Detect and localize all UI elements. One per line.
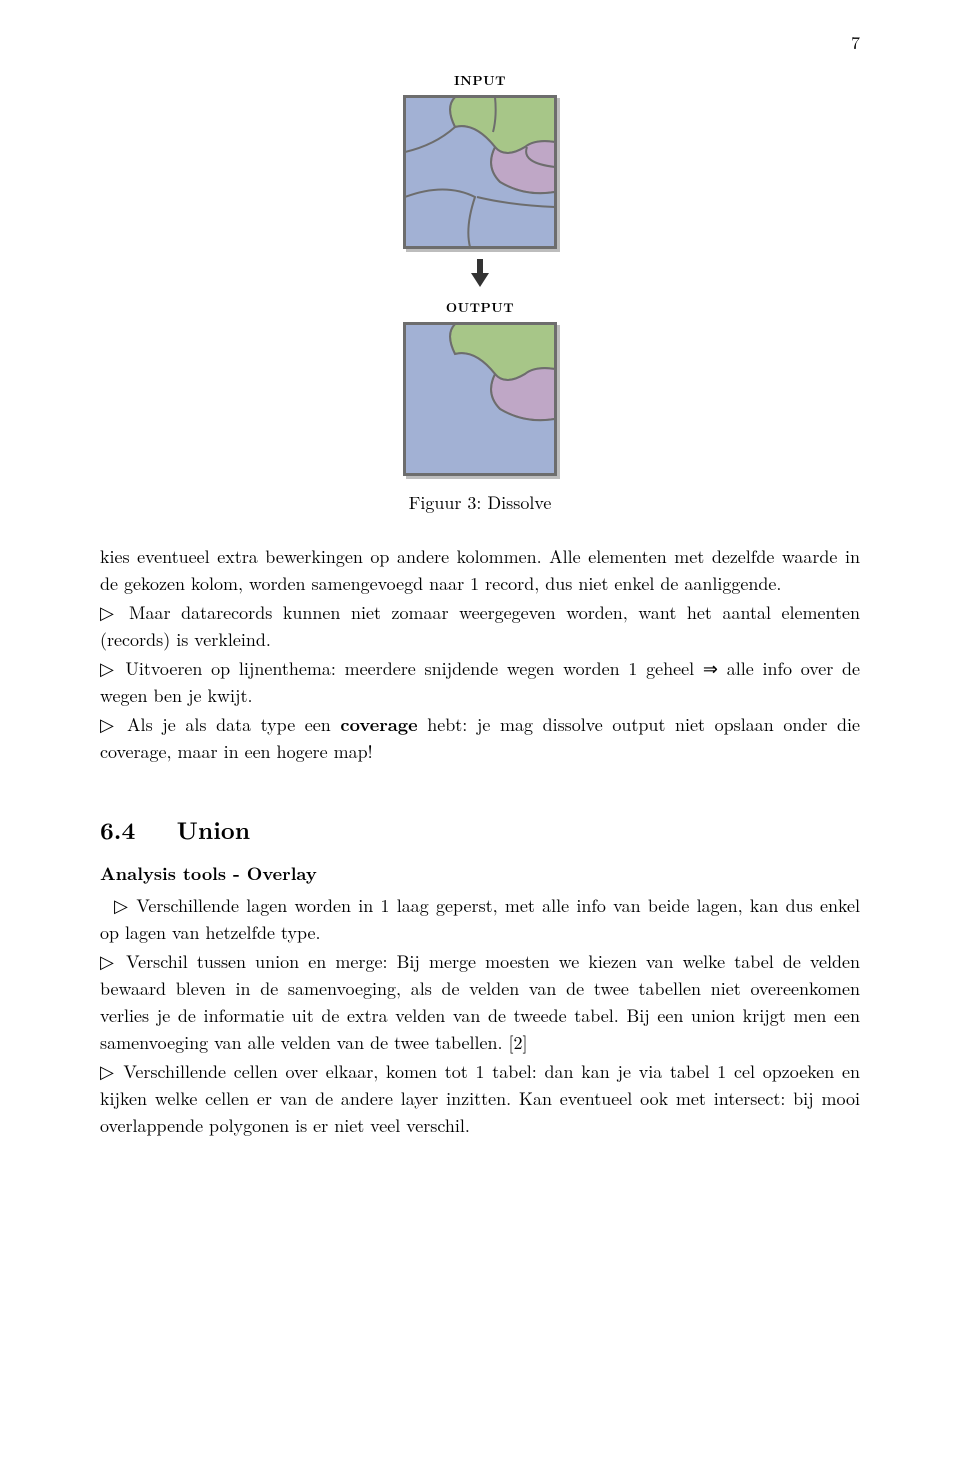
- figure-dissolve: INPUT OUTPUT: [100, 70, 860, 515]
- page-number: 7: [851, 30, 860, 55]
- dissolve-continuation-text: kies eventueel extra bewerkingen op ande…: [100, 543, 860, 597]
- figure-input-label: INPUT: [100, 70, 860, 89]
- dissolve-bullet-4-pre: ▷ Als je als data type een: [100, 712, 340, 737]
- dissolve-paragraph-block: kies eventueel extra bewerkingen op ande…: [100, 543, 860, 765]
- section-heading-union: 6.4 Union: [100, 813, 860, 847]
- dissolve-input-svg: [405, 97, 555, 247]
- dissolve-bullet-2: ▷ Maar datarecords kunnen niet zomaar we…: [100, 599, 860, 653]
- figure-input-tile: [403, 95, 557, 249]
- union-bullet-3: ▷ Verschillende cellen over elkaar, kome…: [100, 1058, 860, 1139]
- union-paragraph-block: ▷ Verschillende lagen worden in 1 laag g…: [100, 892, 860, 1139]
- dissolve-bullet-4: ▷ Als je als data type een coverage hebt…: [100, 711, 860, 765]
- coverage-keyword: coverage: [340, 712, 417, 737]
- union-bullet-2: ▷ Verschil tussen union en merge: Bij me…: [100, 948, 860, 1056]
- page-container: 7 INPUT OUTPUT: [0, 0, 960, 1469]
- subheading-analysis-tools: Analysis tools - Overlay: [100, 861, 860, 886]
- section-title: Union: [177, 813, 250, 847]
- figure-caption: Figuur 3: Dissolve: [100, 490, 860, 515]
- figure-output-label: OUTPUT: [100, 297, 860, 316]
- union-bullet-1: ▷ Verschillende lagen worden in 1 laag g…: [100, 892, 860, 946]
- figure-output-tile: [403, 322, 557, 476]
- figure-arrow-down-icon: [471, 259, 489, 287]
- dissolve-output-svg: [405, 324, 555, 474]
- dissolve-bullet-3: ▷ Uitvoeren op lijnenthema: meerdere sni…: [100, 655, 860, 709]
- section-number: 6.4: [100, 813, 135, 847]
